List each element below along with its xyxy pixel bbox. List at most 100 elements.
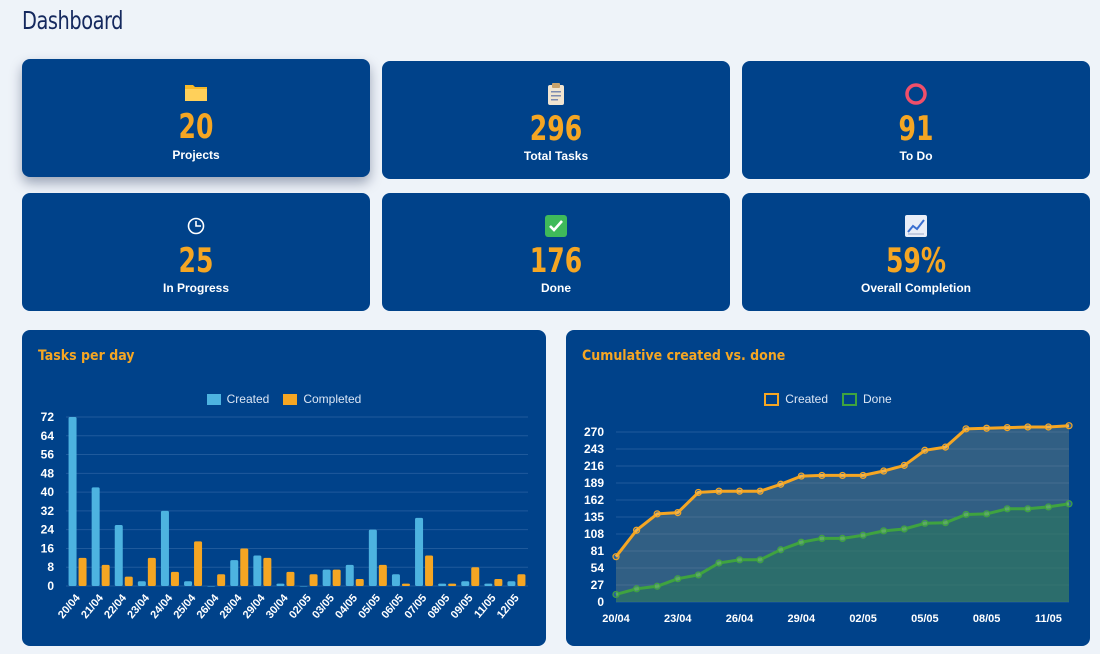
bar-created — [345, 564, 354, 586]
point-done — [880, 527, 888, 535]
y-tick-label: 81 — [591, 544, 605, 558]
x-tick-label: 11/05 — [1035, 613, 1062, 625]
bar-completed — [194, 541, 203, 586]
x-tick-label: 23/04 — [664, 613, 692, 625]
bar-chart: 0 8 16 24 32 40 48 56 64 72 20/0421/0422/0423/0424… — [41, 410, 528, 621]
y-tick-label: 135 — [584, 510, 604, 524]
chart-title: Tasks per day — [38, 348, 135, 364]
point-created — [653, 510, 661, 518]
stat-card-overall-completion[interactable]: 59% Overall Completion — [742, 193, 1090, 311]
point-done — [1024, 505, 1032, 513]
legend-label: Done — [863, 392, 892, 406]
stat-label: Projects — [172, 148, 220, 162]
y-tick-label: 48 — [41, 466, 55, 480]
x-tick-label: 20/04 — [602, 613, 630, 625]
stat-value: 91 — [898, 109, 934, 149]
x-tick-label: 04/05 — [333, 592, 360, 621]
point-created — [983, 424, 991, 432]
line-created — [614, 424, 1070, 558]
x-tick-label: 30/04 — [264, 592, 291, 621]
legend-item-done[interactable]: Done — [842, 392, 892, 406]
bar-completed — [240, 548, 249, 586]
y-tick-label: 216 — [584, 459, 604, 473]
stat-label: Overall Completion — [860, 281, 972, 295]
y-tick-label: 27 — [591, 578, 605, 592]
bar-created — [415, 517, 424, 586]
stat-card-total-tasks[interactable]: 296 Total Tasks — [382, 61, 730, 179]
y-tick-label: 16 — [41, 541, 55, 555]
bar-created — [230, 560, 239, 586]
point-created — [941, 443, 950, 451]
clipboard-icon — [382, 81, 730, 107]
bar-completed — [263, 557, 272, 586]
bar-created — [299, 586, 308, 587]
point-done — [1003, 505, 1011, 513]
point-created — [674, 508, 682, 517]
bar-completed — [309, 574, 318, 586]
stat-label: Total Tasks — [523, 149, 589, 163]
legend-item-completed[interactable]: Completed — [283, 392, 361, 406]
x-tick-label: 12/05 — [495, 592, 522, 621]
bar-completed — [78, 557, 87, 586]
legend-item-created[interactable]: Created — [206, 392, 270, 406]
point-done — [632, 585, 641, 593]
y-tick-label: 0 — [597, 595, 604, 609]
tasks-per-day-panel: Tasks per day Created Completed 0 8 16 24 32… — [22, 330, 546, 646]
x-tick-label: 02/05 — [287, 592, 314, 621]
point-created — [735, 487, 744, 495]
point-done — [859, 531, 867, 539]
bar-completed — [101, 564, 110, 586]
point-done — [653, 582, 661, 590]
bar-completed — [147, 557, 156, 586]
x-tick-label: 29/04 — [788, 613, 816, 625]
y-tick-label: 8 — [47, 560, 54, 574]
x-tick-label: 05/05 — [911, 613, 939, 625]
stat-card-in-progress[interactable]: 25 In Progress — [22, 193, 370, 311]
legend-label: Created — [226, 392, 270, 406]
point-done — [797, 538, 805, 546]
stat-label: To Do — [899, 149, 933, 163]
legend-label: Created — [785, 392, 828, 406]
x-tick-label: 03/05 — [310, 592, 337, 621]
point-done — [756, 556, 764, 564]
point-created — [1065, 422, 1073, 430]
point-done — [921, 519, 929, 527]
stat-value: 296 — [529, 109, 583, 149]
bar-created — [114, 524, 123, 586]
bar-created — [276, 583, 285, 586]
point-created — [694, 488, 702, 497]
bar-completed — [517, 574, 526, 586]
folder-icon — [22, 79, 370, 105]
bar-completed — [170, 571, 179, 586]
point-created — [756, 487, 764, 495]
stat-value: 176 — [529, 241, 583, 281]
point-done — [818, 534, 826, 543]
x-tick-label: 23/04 — [125, 592, 152, 621]
stat-card-done[interactable]: 176 Done — [382, 193, 730, 311]
x-tick-label: 21/04 — [79, 592, 106, 621]
bar-completed — [332, 569, 341, 586]
bar-created — [391, 574, 400, 586]
clock-icon — [22, 213, 370, 239]
point-created — [962, 425, 970, 433]
legend-label: Completed — [303, 392, 362, 406]
point-created — [777, 480, 785, 488]
point-created — [838, 471, 847, 480]
stat-card-projects[interactable]: 20 Projects — [22, 59, 370, 177]
x-tick-label: 05/05 — [356, 592, 383, 621]
stat-card-to-do[interactable]: 91 To Do — [742, 61, 1090, 179]
y-tick-label: 0 — [47, 579, 54, 593]
y-tick-label: 108 — [584, 527, 604, 541]
point-done — [900, 525, 908, 533]
bar-created — [160, 510, 169, 586]
y-tick-label: 54 — [591, 561, 605, 575]
point-done — [674, 575, 682, 583]
legend-item-created[interactable]: Created — [764, 392, 828, 406]
point-created — [1044, 423, 1053, 431]
bar-created — [507, 581, 516, 586]
bar-completed — [471, 567, 480, 586]
y-tick-label: 32 — [41, 504, 55, 518]
x-tick-label: 26/04 — [195, 592, 222, 621]
point-done — [962, 510, 970, 519]
chart-legend: Created Completed — [22, 392, 546, 406]
